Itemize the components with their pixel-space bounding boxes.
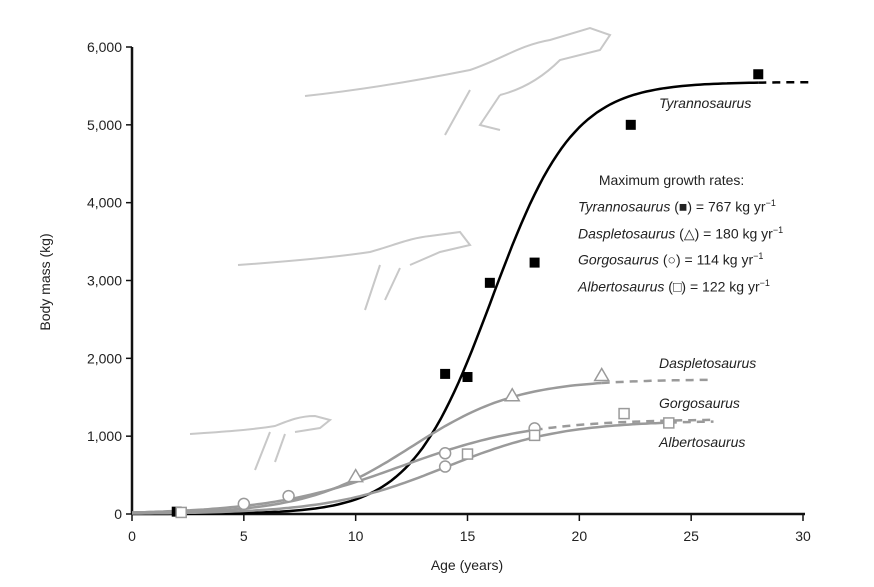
legend-entry: Daspletosaurus (△) = 180 kg yr−1: [578, 224, 784, 242]
svg-text:5,000: 5,000: [87, 117, 122, 133]
label-gorgosaurus: Gorgosaurus: [659, 395, 740, 411]
svg-text:10: 10: [348, 528, 364, 544]
svg-text:3,000: 3,000: [87, 273, 122, 289]
gorgosaurus-skeleton-icon: [189, 414, 333, 471]
label-albertosaurus: Albertosaurus: [658, 434, 745, 450]
fitted-curves: [131, 80, 812, 516]
svg-text:25: 25: [683, 528, 699, 544]
svg-text:2,000: 2,000: [87, 350, 122, 366]
legend-entry: Tyrannosaurus (■) = 767 kg yr−1: [578, 198, 776, 215]
x-axis-ticks: 0 5 10 15 20 25 30: [128, 514, 811, 544]
svg-text:30: 30: [795, 528, 811, 544]
svg-text:4,000: 4,000: [87, 195, 122, 211]
svg-text:5: 5: [240, 528, 248, 544]
label-daspletosaurus: Daspletosaurus: [659, 355, 756, 371]
svg-text:0: 0: [114, 506, 122, 522]
legend-entry: Gorgosaurus (○) = 114 kg yr−1: [578, 251, 764, 268]
svg-text:15: 15: [460, 528, 476, 544]
x-axis-label: Age (years): [431, 557, 503, 573]
daspletosaurus-skeleton-icon: [237, 230, 472, 311]
y-axis-ticks: 0 1,000 2,000 3,000 4,000 5,000 6,000: [87, 39, 132, 522]
svg-text:1,000: 1,000: [87, 428, 122, 444]
svg-text:6,000: 6,000: [87, 39, 122, 55]
y-axis-label: Body mass (kg): [37, 233, 53, 330]
legend-title: Maximum growth rates:: [598, 172, 745, 188]
growth-rate-legend: Maximum growth rates: Tyrannosaurus (■) …: [578, 169, 783, 299]
svg-text:20: 20: [572, 528, 588, 544]
svg-text:0: 0: [128, 528, 136, 544]
data-points: [171, 69, 764, 519]
label-tyrannosaurus: Tyrannosaurus: [659, 95, 751, 111]
tyrannosaurus-skeleton-icon: [304, 26, 612, 136]
legend-entry: Albertosaurus (□) = 122 kg yr−1: [578, 277, 770, 295]
